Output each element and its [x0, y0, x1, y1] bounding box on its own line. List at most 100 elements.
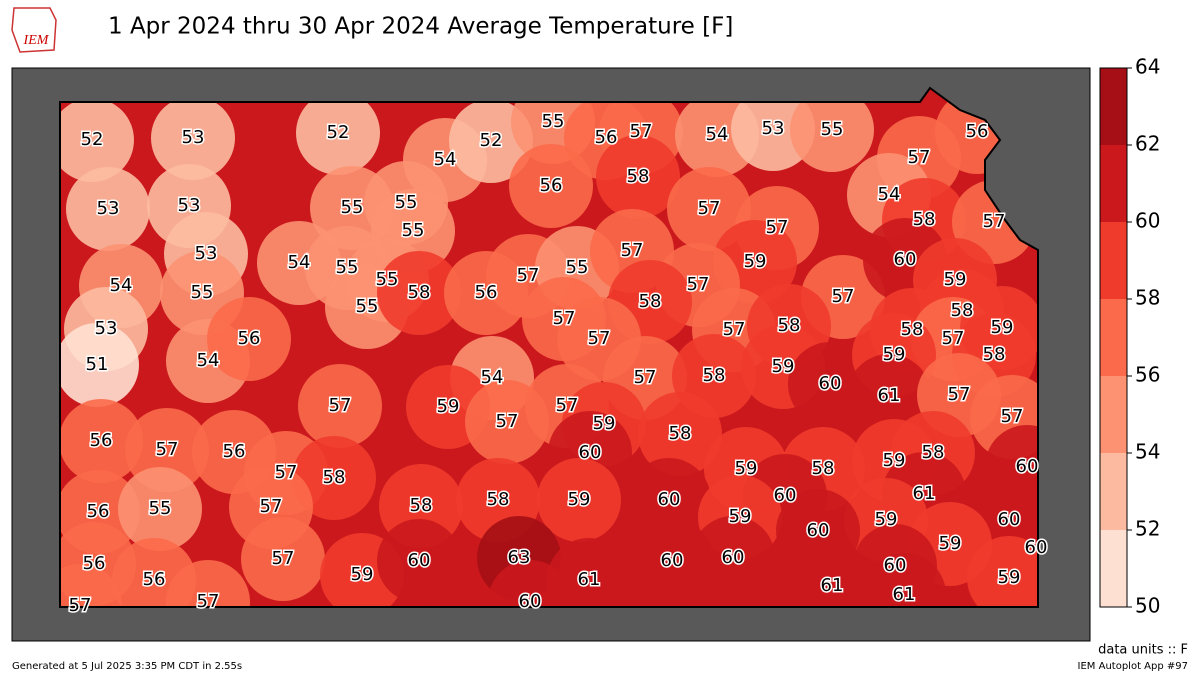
colorbar-tick-label: 54	[1135, 440, 1160, 464]
station-value: 59	[729, 506, 752, 527]
field-patch	[292, 436, 376, 520]
field-patch	[377, 519, 461, 603]
station-value: 60	[722, 547, 745, 568]
station-value: 57	[556, 395, 579, 416]
colorbar-bin	[1100, 376, 1127, 453]
colorbar-bin	[1100, 145, 1127, 222]
station-value: 61	[821, 575, 844, 596]
station-value: 53	[97, 198, 120, 219]
station-value: 60	[519, 591, 542, 612]
colorbar-tick-label: 56	[1135, 363, 1160, 387]
station-value: 56	[223, 441, 246, 462]
station-value: 60	[998, 509, 1021, 530]
station-value: 59	[883, 450, 906, 471]
station-value: 57	[908, 147, 931, 168]
station-value: 54	[481, 367, 504, 388]
station-value: 58	[703, 365, 726, 386]
station-value: 53	[762, 118, 785, 139]
station-value: 54	[288, 252, 311, 273]
field-patch	[296, 91, 380, 175]
temperature-field	[60, 88, 1038, 607]
station-value: 58	[778, 315, 801, 336]
station-value: 58	[669, 423, 692, 444]
colorbar: 50 52 54 56 58 60 62 64	[1099, 55, 1160, 618]
station-value: 57	[275, 462, 298, 483]
field-patch	[207, 297, 291, 381]
station-value: 60	[658, 489, 681, 510]
colorbar-frame	[1099, 67, 1128, 608]
station-value: 57	[634, 367, 657, 388]
station-value: 55	[542, 111, 565, 132]
station-value: 58	[639, 291, 662, 312]
station-value: 56	[595, 127, 618, 148]
field-patch	[60, 98, 134, 182]
station-value: 57	[553, 308, 576, 329]
station-value: 54	[110, 275, 133, 296]
station-value: 58	[410, 495, 433, 516]
station-value: 60	[774, 485, 797, 506]
logo: IEM	[11, 7, 57, 53]
station-value: 59	[593, 413, 616, 434]
field-patch	[537, 458, 621, 542]
station-value: 61	[578, 569, 601, 590]
station-value: 55	[402, 220, 425, 241]
station-value: 61	[878, 385, 901, 406]
station-value: 53	[178, 195, 201, 216]
app-note: IEM Autoplot App #97	[1078, 661, 1188, 672]
station-value: 58	[408, 282, 431, 303]
state-border	[59, 86, 1039, 608]
field-patch	[967, 536, 1038, 607]
station-value: 60	[579, 442, 602, 463]
station-value: 52	[327, 122, 350, 143]
colorbar-tick-label: 64	[1135, 55, 1160, 79]
station-value: 58	[812, 458, 835, 479]
station-value: 57	[517, 265, 540, 286]
station-value: 56	[966, 121, 989, 142]
colorbar-tick-label: 62	[1135, 132, 1160, 156]
station-value: 55	[336, 257, 359, 278]
station-value: 58	[323, 467, 346, 488]
field-patch	[862, 553, 946, 607]
station-value: 57	[983, 211, 1006, 232]
station-value: 58	[913, 209, 936, 230]
field-patch	[241, 517, 325, 601]
field-patch	[790, 544, 874, 607]
station-value: 57	[69, 595, 92, 616]
field-patch	[60, 399, 143, 483]
station-value: 60	[819, 373, 842, 394]
station-value: 57	[260, 496, 283, 517]
station-value: 55	[566, 257, 589, 278]
station-value: 61	[893, 584, 916, 605]
station-value: 57	[687, 274, 710, 295]
station-value: 58	[951, 300, 974, 321]
field-patch	[488, 560, 572, 607]
station-value: 56	[87, 501, 110, 522]
station-value: 54	[197, 350, 220, 371]
station-value: 58	[487, 489, 510, 510]
colorbar-bin	[1100, 222, 1127, 299]
field-patch	[731, 88, 815, 171]
station-value: 57	[630, 121, 653, 142]
station-value: 54	[706, 124, 729, 145]
units-note: data units :: F	[1098, 643, 1188, 658]
station-value: 57	[588, 328, 611, 349]
station-value: 54	[434, 149, 457, 170]
colorbar-tick-label: 52	[1135, 517, 1160, 541]
field-patch	[66, 167, 150, 251]
station-value: 60	[408, 550, 431, 571]
station-value: 58	[901, 319, 924, 340]
station-value: 57	[197, 591, 220, 612]
station-value: 58	[983, 344, 1006, 365]
station-value: 59	[744, 251, 767, 272]
station-value: 57	[698, 198, 721, 219]
station-value: 59	[939, 533, 962, 554]
station-value: 57	[1001, 406, 1024, 427]
station-value: 51	[86, 354, 109, 375]
station-value: 59	[772, 356, 795, 377]
station-value: 63	[508, 547, 531, 568]
station-value: 57	[621, 240, 644, 261]
station-value: 55	[191, 282, 214, 303]
colorbar-bin	[1100, 530, 1127, 607]
field-patch	[377, 251, 461, 335]
station-value: 60	[894, 249, 917, 270]
